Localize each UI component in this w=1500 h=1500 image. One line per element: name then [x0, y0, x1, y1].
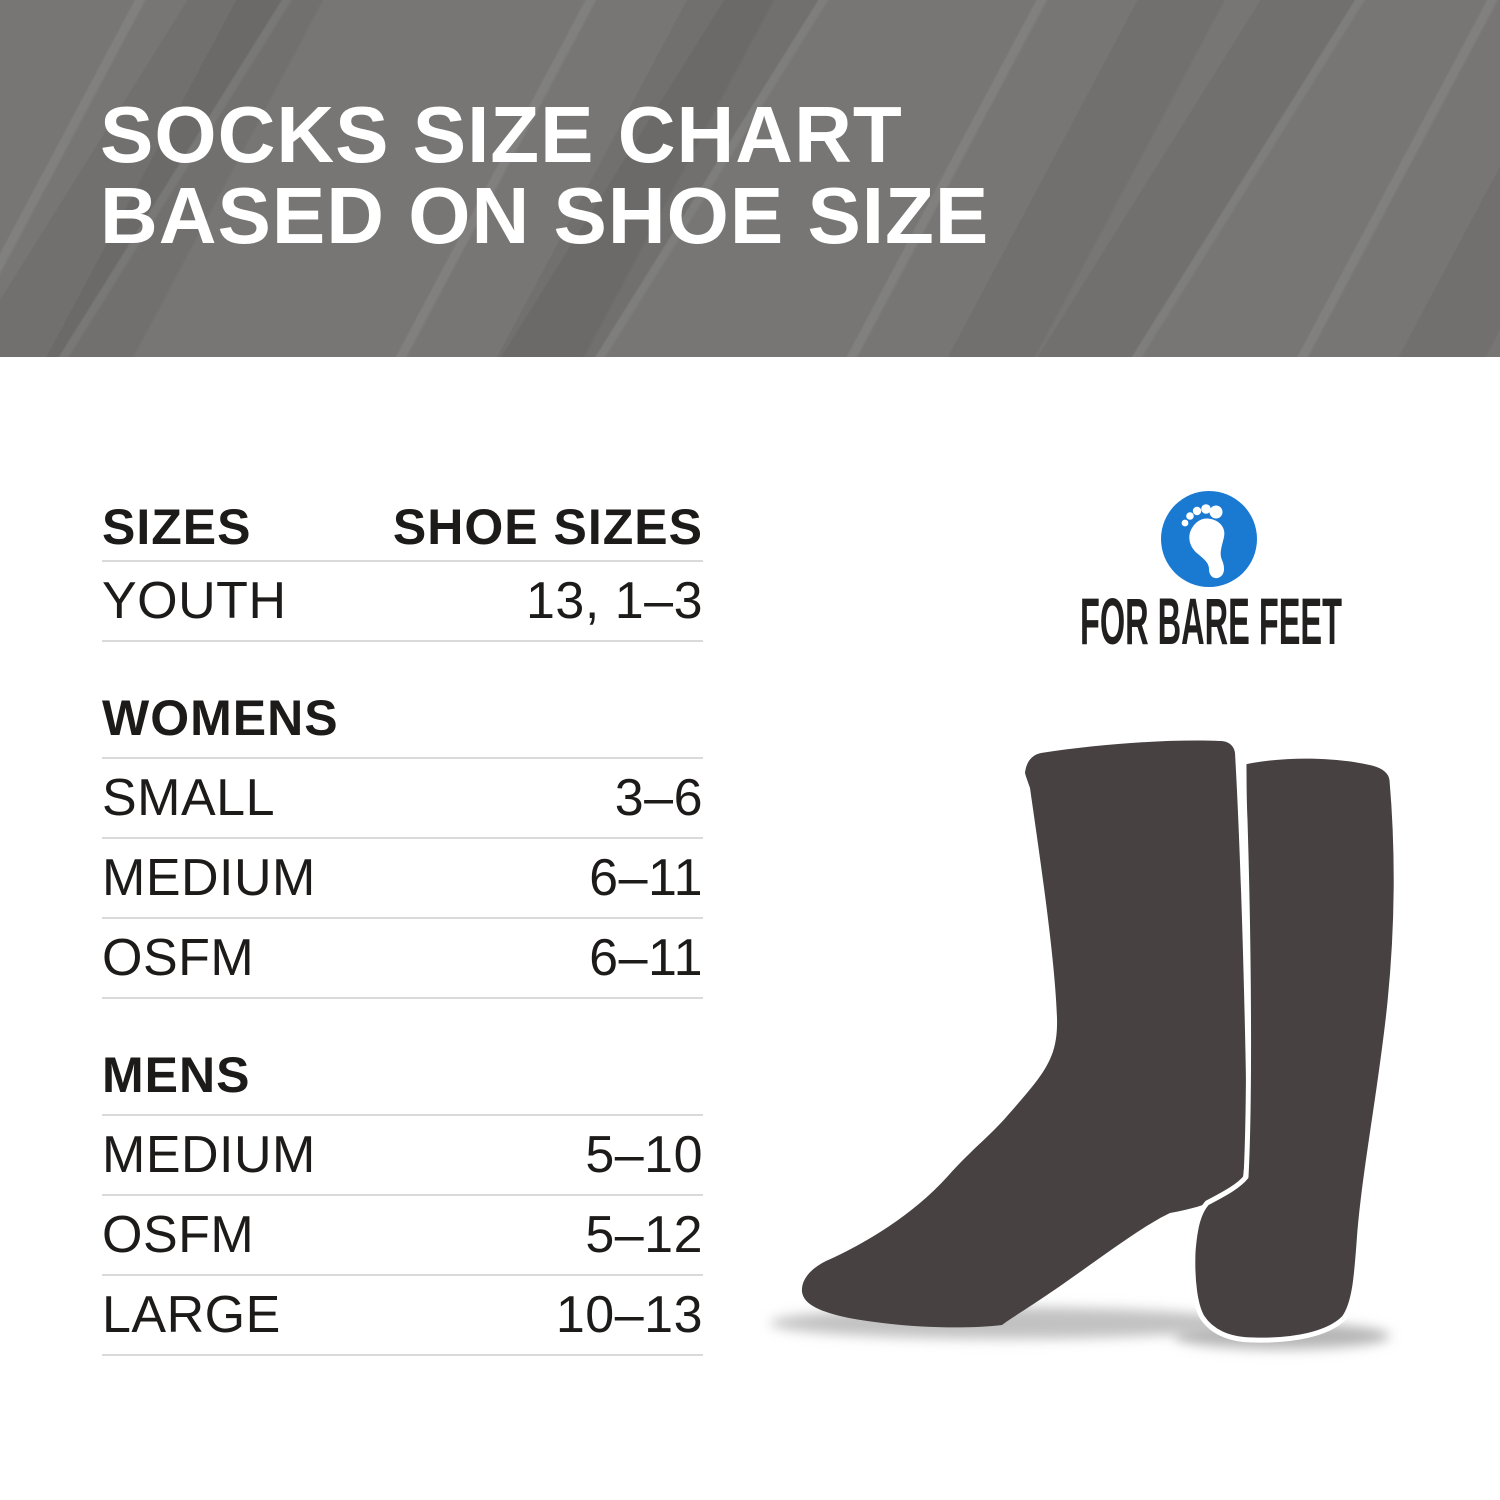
right-sock	[1190, 753, 1399, 1343]
row-label: MEDIUM	[102, 849, 316, 907]
table-row: MEDIUM 5–10	[102, 1116, 703, 1196]
row-value: 3–6	[614, 769, 703, 827]
row-label: SMALL	[102, 769, 276, 827]
page-title: SOCKS SIZE CHART BASED ON SHOE SIZE	[100, 94, 989, 256]
row-value: 6–11	[589, 929, 703, 987]
brand-logo: FOR BARE FEET	[1080, 491, 1342, 655]
table-row: LARGE 10–13	[102, 1276, 703, 1356]
socks-illustration	[770, 740, 1399, 1349]
table-row: OSFM 5–12	[102, 1196, 703, 1276]
table-header-row: SIZES SHOE SIZES	[102, 499, 703, 562]
table-row: MEDIUM 6–11	[102, 839, 703, 919]
left-sock	[801, 740, 1247, 1328]
row-value: 13, 1–3	[526, 572, 703, 630]
row-label: LARGE	[102, 1286, 281, 1344]
row-value: 5–10	[585, 1126, 703, 1184]
table-row: OSFM 6–11	[102, 919, 703, 999]
column-header-sizes: SIZES	[102, 499, 252, 555]
footprint-icon	[1161, 491, 1257, 587]
size-table: SIZES SHOE SIZES YOUTH 13, 1–3 WOMENS SMALL…	[102, 499, 703, 1356]
row-label: OSFM	[102, 1206, 255, 1264]
row-label: MEDIUM	[102, 1126, 316, 1184]
row-label: OSFM	[102, 929, 255, 987]
row-label: YOUTH	[102, 572, 287, 630]
section-title: MENS	[102, 1047, 703, 1116]
row-value: 5–12	[585, 1206, 703, 1264]
page-title-line2: BASED ON SHOE SIZE	[100, 171, 990, 260]
row-value: 10–13	[555, 1286, 703, 1344]
row-value: 6–11	[589, 849, 703, 907]
size-table-body: YOUTH 13, 1–3 WOMENS SMALL 3–6 MEDIUM 6–11 OSFM…	[102, 562, 703, 1356]
header-banner: SOCKS SIZE CHART BASED ON SHOE SIZE	[0, 0, 1500, 357]
table-row: YOUTH 13, 1–3	[102, 562, 703, 642]
brand-name: FOR BARE FEET	[1080, 584, 1342, 655]
table-row: SMALL 3–6	[102, 759, 703, 839]
column-header-shoe-sizes: SHOE SIZES	[392, 499, 703, 555]
page-title-line1: SOCKS SIZE CHART	[100, 90, 903, 179]
section-title: WOMENS	[102, 690, 703, 759]
